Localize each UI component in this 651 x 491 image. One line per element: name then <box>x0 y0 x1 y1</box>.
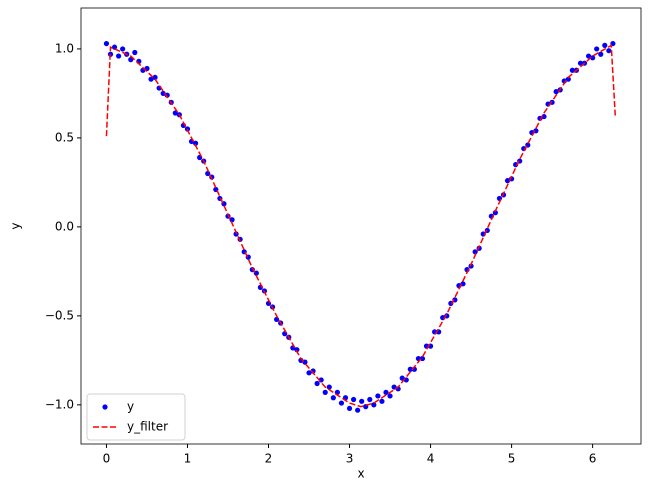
scatter-point <box>355 407 361 413</box>
scatter-point <box>314 380 320 387</box>
legend-label: y <box>127 400 134 414</box>
scatter-point <box>577 60 584 66</box>
scatter-point <box>338 400 345 406</box>
scatter-point <box>379 398 385 404</box>
filter-line <box>105 44 617 408</box>
scatter-point <box>359 398 365 404</box>
scatter-point <box>553 89 559 95</box>
x-tick-label: 1 <box>184 452 192 466</box>
scatter-point <box>330 395 336 401</box>
scatter-point <box>585 53 592 59</box>
scatter-point <box>111 44 118 50</box>
x-tick-label: 6 <box>589 452 597 466</box>
scatter-point <box>371 402 377 408</box>
y-tick-label: 0.5 <box>55 130 74 144</box>
y-tick-label: −1.0 <box>45 397 74 411</box>
y-axis-label: y <box>9 222 23 229</box>
axes-frame <box>80 7 642 445</box>
scatter-point <box>602 42 608 48</box>
scatter-point <box>322 389 328 395</box>
x-tick-label: 3 <box>346 452 354 466</box>
y-tick-label: 0.0 <box>55 219 74 233</box>
scatter-point <box>590 55 596 61</box>
scatter-point <box>367 396 373 403</box>
scatter-point <box>569 67 575 73</box>
legend-marker <box>102 404 108 410</box>
scatter-point <box>306 370 312 376</box>
scatter-point <box>598 51 604 57</box>
y-tick-label: 1.0 <box>55 41 74 55</box>
legend-label: y_filter <box>127 420 168 434</box>
x-tick-label: 4 <box>427 452 435 466</box>
scatter-point <box>496 195 503 202</box>
scatter-point <box>148 76 154 82</box>
scatter-point <box>468 263 474 269</box>
scatter-point <box>132 49 138 56</box>
scatter-point <box>152 74 158 81</box>
scatter-point <box>103 40 110 47</box>
scatter-point <box>504 178 511 184</box>
y-tick-label: −0.5 <box>45 308 74 322</box>
scatter-point <box>594 46 600 52</box>
scatter-point <box>229 217 235 223</box>
scatter-point <box>565 76 571 82</box>
scatter-point <box>541 113 547 120</box>
x-tick-label: 5 <box>508 452 516 466</box>
legend-box <box>86 393 186 441</box>
scatter-point <box>375 393 381 399</box>
scatter-point <box>160 90 166 97</box>
scatter-point <box>265 300 272 307</box>
x-tick-label: 2 <box>265 452 273 466</box>
scatter-point <box>419 355 426 362</box>
scatter-point <box>294 347 300 353</box>
scatter-point <box>492 210 498 216</box>
scatter-point <box>120 46 126 52</box>
scatter-point <box>407 366 413 372</box>
x-axis-label: x <box>357 467 364 481</box>
scatter-point <box>350 396 357 403</box>
scatter-point <box>115 53 122 59</box>
scatter-point <box>606 48 612 54</box>
scatter-point <box>383 389 389 395</box>
scatter-point <box>346 405 353 412</box>
scatter-point <box>472 249 478 255</box>
x-tick-label: 0 <box>103 452 111 466</box>
scatter-point <box>326 384 332 390</box>
scatter-point <box>387 393 393 399</box>
